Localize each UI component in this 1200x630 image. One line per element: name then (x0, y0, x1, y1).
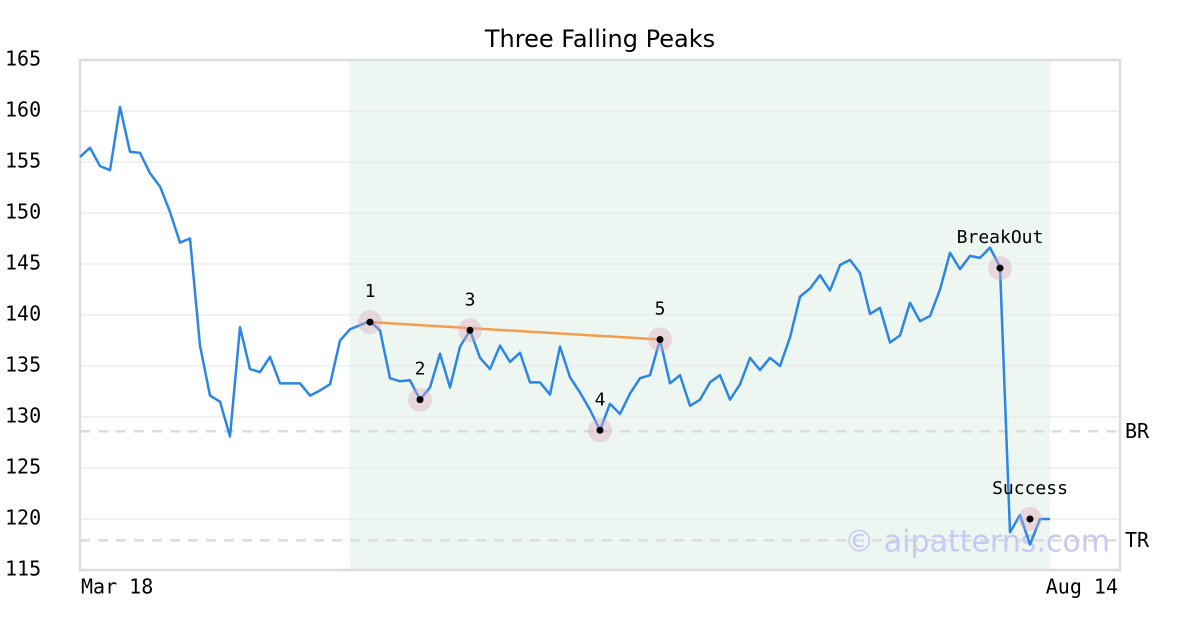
marker-dot (596, 426, 604, 434)
watermark: © aipatterns.com (844, 525, 1110, 560)
y-tick-label: 165 (5, 47, 41, 71)
y-tick-label: 115 (5, 557, 41, 581)
reference-label: TR (1125, 528, 1150, 552)
marker-dot (466, 326, 474, 334)
marker-label: 2 (415, 359, 426, 380)
marker-label: 3 (465, 289, 476, 310)
marker-label: 4 (595, 389, 606, 410)
marker-label: Success (992, 478, 1068, 499)
marker-dot (656, 335, 664, 343)
y-tick-label: 160 (5, 98, 41, 122)
chart-title: Three Falling Peaks (484, 25, 715, 53)
marker-label: 5 (655, 298, 666, 319)
plot-border (78, 58, 1122, 572)
y-tick-label: 145 (5, 251, 41, 275)
marker-dot (996, 264, 1004, 272)
y-tick-label: 125 (5, 455, 41, 479)
x-tick-label: Mar 18 (81, 575, 153, 599)
price-line (79, 105, 1050, 546)
marker-dot (1026, 515, 1034, 523)
marker-label: 1 (365, 281, 376, 302)
y-tick-label: 120 (5, 506, 41, 530)
marker-dot (366, 318, 374, 326)
y-tick-label: 140 (5, 302, 41, 326)
y-tick-label: 150 (5, 200, 41, 224)
y-tick-label: 135 (5, 353, 41, 377)
x-tick-label: Aug 14 (1046, 575, 1118, 599)
marker-label: BreakOut (957, 227, 1044, 248)
trendline (369, 320, 661, 341)
y-tick-label: 155 (5, 149, 41, 173)
marker-dot (416, 396, 424, 404)
y-tick-label: 130 (5, 404, 41, 428)
reference-label: BR (1125, 419, 1150, 443)
